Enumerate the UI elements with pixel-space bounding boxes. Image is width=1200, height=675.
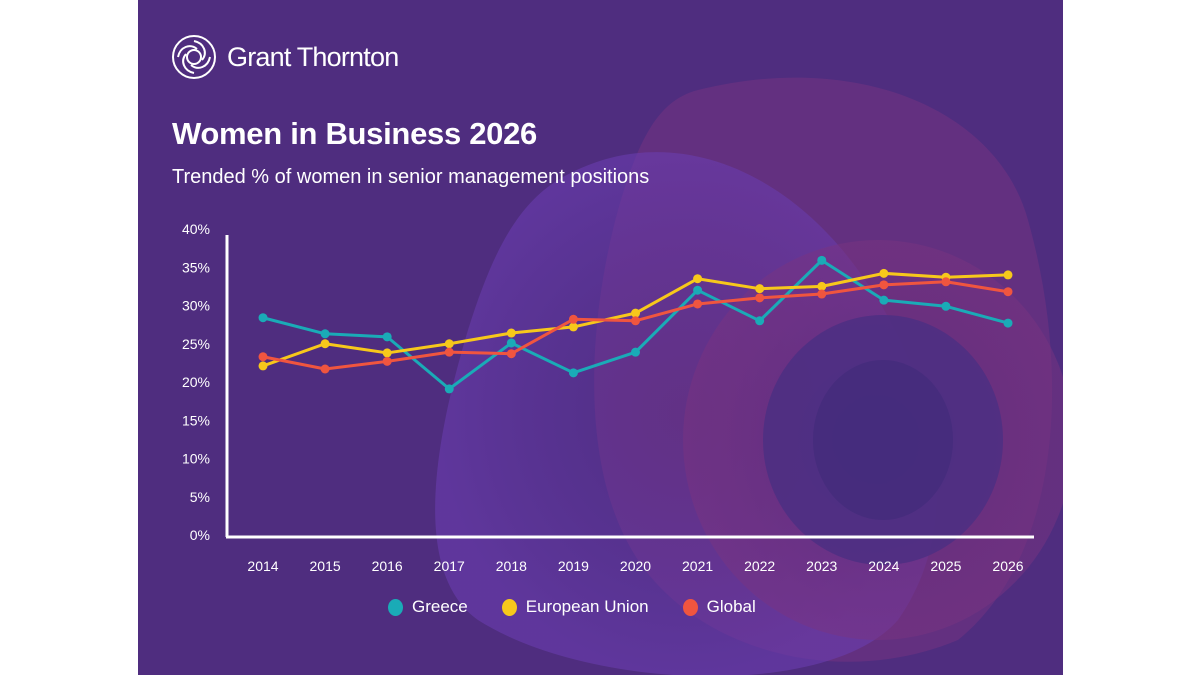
- x-tick-label: 2025: [930, 558, 961, 574]
- x-tick-label: 2023: [806, 558, 837, 574]
- brand-logo: Grant Thornton: [170, 33, 399, 81]
- legend-item-greece: Greece: [388, 597, 468, 617]
- legend-item-european-union: European Union: [501, 597, 649, 617]
- data-point-global: [568, 314, 578, 324]
- data-point-global: [693, 299, 703, 309]
- chart-subtitle: Trended % of women in senior management …: [172, 166, 650, 188]
- y-tick-label: 30%: [182, 298, 210, 314]
- data-point-global: [444, 347, 454, 357]
- data-point-global: [817, 289, 827, 299]
- legend-global-swatch: [682, 598, 698, 616]
- data-point-greece: [568, 368, 578, 378]
- data-point-european-union: [755, 284, 765, 294]
- data-point-greece: [506, 338, 516, 348]
- x-tick-label: 2017: [434, 558, 465, 574]
- y-tick-label: 15%: [182, 412, 210, 428]
- data-point-global: [755, 293, 765, 303]
- data-point-european-union: [382, 348, 392, 358]
- data-point-european-union: [506, 328, 516, 338]
- y-tick-label: 40%: [182, 221, 210, 237]
- line-chart: 0%5%10%15%20%25%30%35%40% 2014 2015 2016 20…: [182, 221, 1034, 574]
- x-tick-label: 2024: [868, 558, 899, 574]
- data-point-global: [506, 349, 516, 359]
- brand-name: Grant Thornton: [227, 41, 399, 72]
- data-point-greece: [755, 316, 765, 326]
- legend-greece-swatch: [388, 598, 403, 616]
- background-decoration: [435, 77, 1063, 675]
- data-point-greece: [444, 384, 454, 394]
- x-tick-label: 2021: [682, 558, 713, 574]
- y-tick-label: 25%: [182, 336, 210, 352]
- data-point-global: [258, 352, 268, 362]
- data-point-european-union: [320, 339, 330, 349]
- x-axis-ticks: 2014 2015 2016 2017 2018 2019 2020 2021 2022 2023…: [247, 558, 1023, 574]
- x-tick-label: 2014: [247, 558, 278, 574]
- x-tick-label: 2020: [620, 558, 651, 574]
- data-point-european-union: [817, 281, 827, 291]
- data-point-greece: [258, 313, 268, 323]
- legend-european-union-swatch: [501, 598, 517, 616]
- x-tick-label: 2019: [558, 558, 589, 574]
- data-point-greece: [631, 347, 640, 357]
- x-tick-label: 2016: [372, 558, 403, 574]
- chart-legend: Greece European Union Global: [388, 597, 790, 617]
- y-tick-label: 10%: [182, 451, 210, 467]
- series-points: [258, 255, 1013, 394]
- data-point-global: [631, 316, 640, 326]
- data-point-greece: [1003, 318, 1013, 328]
- grant-thornton-swirl-icon: [172, 35, 216, 79]
- bg-ring-core: [813, 360, 953, 520]
- data-point-global: [941, 277, 951, 287]
- y-tick-label: 5%: [190, 489, 210, 505]
- legend-global-label: Global: [706, 597, 756, 616]
- y-tick-label: 0%: [190, 527, 210, 543]
- data-point-global: [1003, 287, 1013, 297]
- legend-european-union-label: European Union: [525, 597, 649, 616]
- data-point-greece: [941, 301, 951, 311]
- infographic-panel: Grant Thornton Women in Business 2026 Tr…: [138, 0, 1063, 675]
- x-tick-label: 2022: [744, 558, 775, 574]
- data-point-european-union: [568, 322, 578, 332]
- legend-greece-label: Greece: [412, 597, 468, 616]
- data-point-greece: [817, 255, 827, 265]
- data-point-european-union: [444, 339, 454, 349]
- chart-title: Women in Business 2026: [172, 116, 537, 151]
- data-point-european-union: [631, 308, 640, 318]
- x-tick-label: 2018: [496, 558, 527, 574]
- y-axis-ticks: 0% 5% 10% 15% 20% 25% 30% 35% 40%: [182, 221, 210, 543]
- data-point-global: [320, 364, 330, 374]
- data-point-global: [382, 356, 392, 366]
- legend-item-global: Global: [682, 597, 756, 617]
- data-point-greece: [382, 332, 392, 342]
- x-tick-label: 2026: [992, 558, 1023, 574]
- data-point-greece: [879, 295, 889, 305]
- data-point-european-union: [258, 361, 268, 371]
- x-tick-label: 2015: [310, 558, 341, 574]
- data-point-european-union: [693, 274, 703, 284]
- y-tick-label: 35%: [182, 259, 210, 275]
- data-point-european-union: [1003, 270, 1013, 280]
- data-point-greece: [693, 285, 703, 295]
- data-point-european-union: [879, 268, 889, 278]
- data-point-global: [879, 280, 889, 290]
- data-point-greece: [320, 329, 330, 339]
- y-tick-label: 20%: [182, 374, 210, 390]
